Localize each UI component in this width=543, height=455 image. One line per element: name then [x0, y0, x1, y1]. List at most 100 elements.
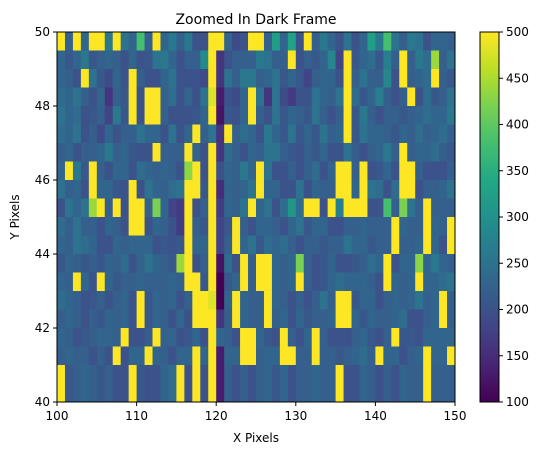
- chart-title: Zoomed In Dark Frame: [175, 12, 336, 28]
- heatmap-cell: [240, 69, 249, 88]
- heatmap-cell: [335, 180, 344, 199]
- heatmap-cell: [375, 272, 384, 292]
- heatmap-cell: [120, 309, 130, 329]
- heatmap-cell: [240, 291, 249, 310]
- heatmap-cell: [263, 32, 273, 51]
- x-tick-label: 100: [46, 409, 69, 423]
- heatmap-cell: [263, 383, 273, 403]
- heatmap-cell: [407, 87, 416, 107]
- heatmap-cell: [295, 180, 305, 199]
- heatmap-cell: [200, 217, 209, 236]
- heatmap-cell: [256, 161, 265, 181]
- heatmap-cell: [168, 291, 177, 310]
- heatmap-cell: [263, 69, 273, 88]
- heatmap-cell: [128, 235, 137, 255]
- heatmap-cell: [80, 106, 90, 125]
- heatmap-cell: [271, 161, 281, 181]
- heatmap-cell: [216, 69, 225, 88]
- heatmap-cell: [319, 309, 329, 329]
- heatmap-cell: [144, 309, 153, 329]
- heatmap-cell: [136, 254, 145, 273]
- colorbar-tick-label: 400: [506, 118, 529, 132]
- heatmap-cell: [256, 346, 265, 366]
- heatmap-cell: [104, 309, 114, 329]
- heatmap-cell: [176, 328, 185, 347]
- heatmap-cell: [96, 198, 106, 218]
- heatmap-cell: [431, 383, 440, 403]
- heatmap-cell: [375, 198, 384, 218]
- heatmap-cell: [208, 235, 217, 255]
- heatmap-cell: [96, 87, 106, 107]
- heatmap-cell: [232, 254, 241, 273]
- heatmap-cell: [303, 143, 313, 162]
- heatmap-cell: [80, 87, 90, 107]
- heatmap-cell: [399, 383, 408, 403]
- heatmap-cell: [144, 198, 153, 218]
- heatmap-cell: [367, 161, 376, 181]
- heatmap-cell: [407, 161, 416, 181]
- heatmap-cell: [335, 198, 344, 218]
- heatmap-cell: [168, 235, 177, 255]
- heatmap-cell: [88, 291, 98, 310]
- heatmap-cell: [224, 124, 233, 144]
- heatmap-cell: [256, 198, 265, 218]
- heatmap-cell: [128, 161, 137, 181]
- heatmap-cell: [263, 291, 273, 310]
- heatmap-cell: [240, 309, 249, 329]
- heatmap-cell: [216, 235, 225, 255]
- heatmap-cell: [80, 365, 90, 384]
- heatmap-cell: [160, 235, 169, 255]
- heatmap-cell: [224, 180, 233, 199]
- heatmap-cell: [192, 69, 201, 88]
- heatmap-cell: [72, 124, 82, 144]
- heatmap-cell: [319, 365, 329, 384]
- heatmap-cell: [136, 328, 145, 347]
- heatmap-cell: [112, 143, 122, 162]
- heatmap-cell: [415, 124, 424, 144]
- heatmap-cell: [359, 254, 368, 273]
- heatmap-cell: [88, 106, 98, 125]
- heatmap-cell: [399, 235, 408, 255]
- heatmap-cell: [271, 69, 281, 88]
- heatmap-cell: [423, 383, 432, 403]
- heatmap-cell: [279, 106, 289, 125]
- colorbar-tick-label: 350: [506, 164, 529, 178]
- heatmap-cell: [152, 235, 161, 255]
- heatmap-cell: [160, 87, 169, 107]
- heatmap-cell: [367, 383, 376, 403]
- heatmap-cell: [224, 106, 233, 125]
- heatmap-cell: [104, 365, 114, 384]
- heatmap-cell: [279, 383, 289, 403]
- heatmap-cell: [128, 272, 137, 292]
- heatmap-cell: [383, 365, 392, 384]
- heatmap-cell: [248, 309, 257, 329]
- heatmap-cell: [96, 328, 106, 347]
- heatmap-cell: [327, 254, 336, 273]
- heatmap-cell: [279, 87, 289, 107]
- heatmap-cell: [104, 291, 114, 310]
- heatmap-cell: [104, 180, 114, 199]
- heatmap-cell: [271, 198, 281, 218]
- heatmap-cell: [295, 69, 305, 88]
- heatmap-cell: [407, 328, 416, 347]
- heatmap-cell: [367, 254, 376, 273]
- heatmap-cell: [327, 32, 336, 51]
- heatmap-cell: [319, 161, 329, 181]
- heatmap-cell: [232, 69, 241, 88]
- heatmap-cell: [208, 161, 217, 181]
- heatmap-cell: [200, 254, 209, 273]
- heatmap-cell: [80, 143, 90, 162]
- heatmap-cell: [391, 365, 400, 384]
- heatmap-cell: [407, 69, 416, 88]
- heatmap-cell: [72, 161, 82, 181]
- heatmap-cell: [152, 180, 161, 199]
- heatmap-cell: [200, 50, 209, 70]
- colorbar-tick-label: 150: [506, 349, 529, 363]
- heatmap-cell: [57, 180, 66, 199]
- heatmap-cell: [88, 180, 98, 199]
- heatmap-cell: [200, 272, 209, 292]
- heatmap-cell: [319, 180, 329, 199]
- heatmap-cell: [415, 143, 424, 162]
- heatmap-cell: [343, 32, 352, 51]
- heatmap-cell: [319, 328, 329, 347]
